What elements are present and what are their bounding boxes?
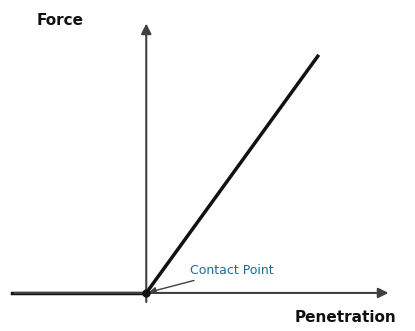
Text: Contact Point: Contact Point [151, 264, 274, 293]
Text: Penetration: Penetration [294, 309, 396, 324]
Text: Force: Force [37, 13, 84, 28]
